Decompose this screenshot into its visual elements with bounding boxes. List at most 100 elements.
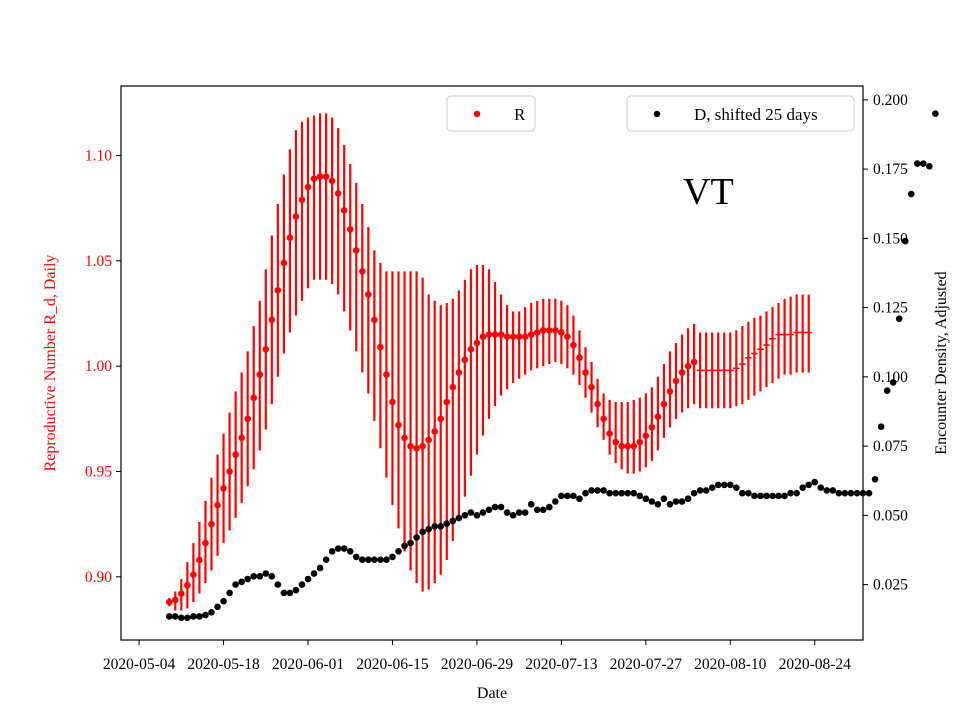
d-point — [696, 487, 704, 494]
r-point — [666, 388, 674, 395]
r-point — [395, 421, 402, 429]
d-point — [473, 512, 481, 519]
d-point — [425, 525, 432, 533]
d-point — [926, 163, 933, 170]
d-point — [901, 237, 909, 245]
x-axis-title: Date — [477, 685, 507, 702]
x-tick-label: 2020-05-18 — [187, 656, 260, 673]
d-point — [690, 489, 698, 497]
r-point — [624, 442, 632, 450]
y-axis-left: 0.90 0.95 1.00 1.05 1.10 — [85, 148, 121, 586]
d-point — [624, 489, 632, 497]
d-point — [539, 506, 547, 514]
d-point — [437, 523, 445, 530]
d-point — [932, 110, 939, 117]
d-point — [334, 545, 342, 552]
d-point — [190, 613, 197, 620]
y-right-tick-label: 0.050 — [873, 507, 908, 524]
d-point — [178, 614, 185, 622]
y-right-tick-label: 0.150 — [873, 230, 908, 247]
d-point — [642, 495, 650, 503]
d-point — [286, 589, 294, 597]
d-point — [449, 517, 457, 525]
r-point — [359, 268, 366, 275]
d-point — [630, 489, 638, 497]
r-point — [244, 415, 251, 423]
r-point — [322, 173, 330, 180]
x-tick-label: 2020-05-04 — [103, 656, 176, 673]
plot-frame — [120, 85, 864, 641]
r-point — [220, 485, 227, 492]
x-tick-label: 2020-06-15 — [356, 656, 429, 673]
legend-d-marker — [653, 110, 661, 118]
r-point — [558, 329, 565, 336]
y-right-tick-label: 0.175 — [873, 161, 908, 178]
d-point — [479, 509, 487, 516]
r-point — [202, 539, 209, 547]
d-point — [714, 481, 722, 489]
r-point — [491, 331, 499, 338]
r-point — [521, 333, 529, 340]
r-point — [298, 196, 306, 204]
x-tick-label: 2020-08-10 — [694, 656, 767, 673]
d-point — [214, 603, 221, 611]
d-point — [907, 190, 915, 198]
d-point — [636, 492, 644, 500]
d-point — [618, 489, 625, 497]
r-point — [310, 175, 318, 182]
d-point — [853, 489, 861, 497]
r-point — [365, 291, 372, 298]
d-point — [787, 489, 794, 497]
d-point — [208, 609, 215, 616]
r-point — [274, 287, 282, 294]
legend-d-box — [626, 95, 855, 132]
d-point — [407, 539, 414, 547]
r-point — [539, 327, 547, 334]
d-point — [660, 495, 668, 503]
d-point — [371, 556, 378, 563]
r-point — [497, 331, 505, 338]
r-point — [678, 369, 686, 376]
d-point — [769, 492, 776, 500]
r-point — [371, 316, 378, 324]
r-point — [184, 581, 191, 589]
d-point — [304, 575, 312, 583]
d-point — [678, 498, 686, 505]
d-point — [883, 387, 891, 395]
d-point — [365, 556, 372, 563]
d-point — [171, 613, 179, 620]
r-point — [564, 333, 571, 340]
d-point — [280, 589, 288, 597]
d-point — [497, 503, 505, 511]
r-point — [196, 556, 203, 564]
r-point — [612, 438, 619, 446]
d-point — [781, 492, 788, 500]
d-point — [751, 492, 758, 500]
d-point — [720, 481, 728, 489]
r-point — [630, 442, 638, 450]
r-point — [582, 369, 589, 376]
d-point — [310, 570, 318, 577]
d-point — [654, 500, 662, 508]
d-point — [702, 487, 710, 494]
d-point — [582, 489, 589, 497]
r-point — [684, 362, 692, 370]
r-point — [485, 331, 493, 338]
r-point — [546, 327, 553, 334]
r-point — [527, 331, 535, 338]
d-point — [359, 556, 366, 563]
r-point — [383, 371, 390, 378]
legend-r: R — [446, 95, 536, 132]
d-point — [533, 506, 541, 514]
d-point — [648, 498, 656, 505]
r-point — [660, 400, 668, 408]
d-point — [835, 489, 843, 497]
state-label: VT — [683, 171, 734, 213]
d-point — [485, 506, 493, 514]
r-point — [286, 234, 294, 241]
d-point — [576, 495, 583, 503]
d-point — [823, 487, 831, 494]
d-point — [775, 492, 782, 500]
d-point — [817, 484, 825, 491]
d-point — [268, 572, 276, 580]
